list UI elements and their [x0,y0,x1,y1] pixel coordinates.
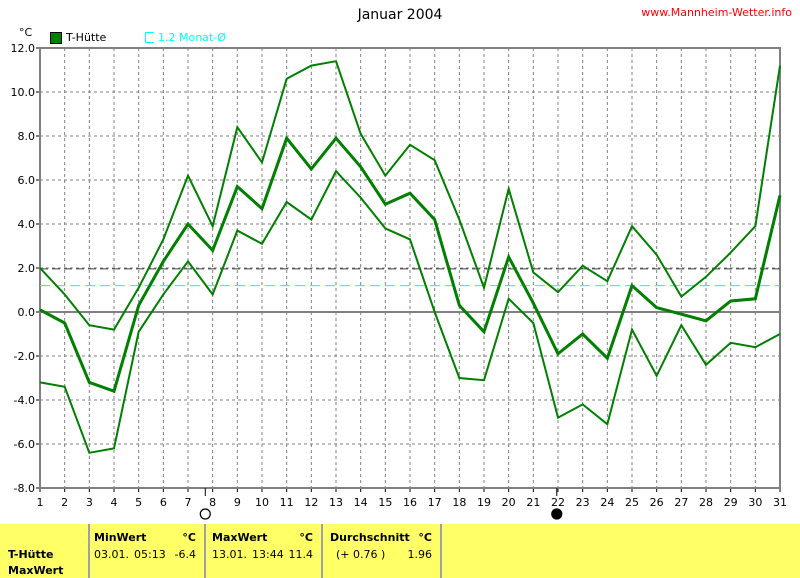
row-label-series: T-Hütte [8,548,54,561]
y-tick-label: -4.0 [14,394,35,407]
x-tick-label: 27 [674,496,688,509]
series-mean-line [39,135,782,394]
x-tick-label: 1 [37,496,44,509]
new-moon-icon [551,508,563,520]
x-tick-label: 29 [724,496,738,509]
x-tick-label: 25 [625,496,639,509]
x-tick-label: 28 [699,496,713,509]
max-date: 13.01. [212,548,247,561]
series-max-line [39,60,781,331]
min-value: -6.4 [174,548,196,561]
y-tick-label: 6.0 [18,174,36,187]
legend-swatch [145,32,154,43]
row-labels: T-Hütte MaxWert [0,524,90,578]
avg-header: Durchschnitt [330,531,410,544]
legend-t-huette: T-Hütte [50,31,106,44]
min-date: 03.01. [94,548,129,561]
avg-unit: °C [418,531,432,544]
y-tick-label: 10.0 [11,86,36,99]
min-time: 05:13 [134,548,166,561]
x-tick-label: 16 [403,496,417,509]
x-tick-label: 8 [209,496,216,509]
x-tick-label: 26 [650,496,664,509]
x-tick-label: 23 [576,496,590,509]
min-unit: °C [182,531,196,544]
min-column: MinWert °C 03.01. 05:13 -6.4 [90,524,206,578]
x-tick-label: 13 [329,496,343,509]
max-value: 11.4 [288,548,314,561]
max-unit: °C [299,531,313,544]
full-moon-icon [199,508,211,520]
x-tick-label: 3 [86,496,93,509]
x-tick-label: 10 [255,496,269,509]
x-tick-label: 17 [428,496,442,509]
legend-monat-mean: 1.2 Monat-Ø [145,31,226,44]
x-tick-label: 22 [551,496,565,509]
y-tick-label: 8.0 [18,130,36,143]
legend-swatch [50,31,62,44]
stats-table: T-Hütte MaxWert MinWert °C 03.01. 05:13 … [0,524,800,578]
series-min-line [39,169,781,454]
y-tick-label: -8.0 [14,482,35,495]
x-tick-label: 20 [502,496,516,509]
x-tick-label: 6 [160,496,167,509]
row-label-type: MaxWert [8,564,64,577]
avg-value: 1.96 [407,548,433,561]
max-header: MaxWert [212,531,268,544]
x-tick-label: 19 [477,496,491,509]
avg-delta: (+ 0.76 ) [336,548,386,561]
max-column: MaxWert °C 13.01. 13:44 11.4 [206,524,323,578]
x-tick-label: 15 [378,496,392,509]
y-tick-label: -2.0 [14,350,35,363]
x-tick-label: 5 [135,496,142,509]
x-tick-label: 30 [748,496,762,509]
x-tick-label: 18 [452,496,466,509]
y-tick-label: 12.0 [11,42,36,55]
y-tick-label: 2.0 [18,262,36,275]
x-tick-label: 24 [600,496,614,509]
min-header: MinWert [94,531,147,544]
site-link[interactable]: www.Mannheim-Wetter.info [641,6,792,19]
x-tick-label: 9 [234,496,241,509]
x-tick-label: 4 [111,496,118,509]
x-tick-label: 11 [280,496,294,509]
y-tick-label: -6.0 [14,438,35,451]
legend-label: T-Hütte [66,31,107,44]
avg-column: Durchschnitt °C (+ 0.76 ) 1.96 [323,524,442,578]
x-tick-label: 7 [185,496,192,509]
x-tick-label: 12 [304,496,318,509]
x-tick-label: 2 [61,496,68,509]
chart-title: Januar 2004 [357,7,443,23]
x-tick-label: 14 [354,496,368,509]
legend-label: 1.2 Monat-Ø [158,31,226,44]
x-tick-label: 21 [526,496,540,509]
max-time: 13:44 [252,548,284,561]
y-tick-label: 0.0 [18,306,36,319]
y-tick-label: 4.0 [18,218,36,231]
temperature-chart: 1 2 3 4 5 6 7 8 9 10 11 12 13 14 15 16 17 18 19 20 21 22 23 24 2… [11,42,787,520]
x-tick-label: 31 [773,496,787,509]
y-axis-unit: °C [19,26,33,39]
